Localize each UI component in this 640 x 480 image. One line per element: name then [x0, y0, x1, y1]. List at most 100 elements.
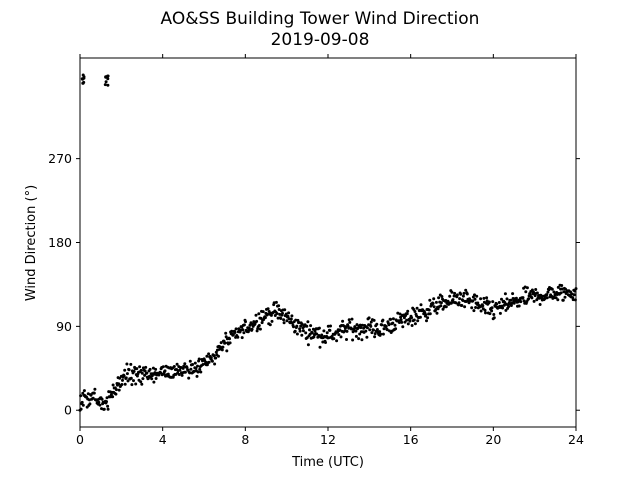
- data-point: [308, 328, 311, 332]
- data-point: [425, 319, 428, 323]
- data-point: [228, 341, 232, 345]
- data-point: [481, 304, 485, 308]
- data-point: [209, 356, 213, 360]
- data-point: [416, 319, 420, 323]
- data-point: [454, 301, 458, 305]
- y-tick-label: 270: [48, 151, 72, 166]
- data-point: [479, 309, 483, 313]
- data-point: [504, 308, 508, 312]
- data-point: [488, 312, 492, 316]
- data-point: [372, 318, 376, 322]
- data-point: [306, 343, 310, 347]
- data-point: [473, 293, 476, 297]
- data-point: [196, 364, 199, 368]
- data-point: [510, 301, 514, 305]
- data-point: [532, 299, 536, 303]
- data-point: [104, 75, 108, 79]
- data-point: [198, 367, 202, 371]
- data-point: [413, 322, 417, 326]
- data-point: [93, 387, 97, 391]
- data-point: [527, 297, 531, 301]
- data-point: [187, 376, 191, 380]
- data-point: [497, 301, 501, 304]
- x-tick-label: 8: [241, 432, 249, 447]
- data-point: [550, 287, 554, 291]
- y-tick-label: 180: [48, 235, 72, 250]
- data-point: [102, 407, 106, 411]
- data-point: [431, 302, 435, 305]
- data-point: [132, 379, 135, 383]
- data-point: [559, 291, 563, 295]
- data-point: [300, 333, 304, 337]
- data-point: [419, 303, 423, 307]
- data-point: [365, 326, 369, 330]
- data-point: [106, 407, 110, 411]
- data-point: [103, 83, 107, 87]
- data-point: [476, 301, 480, 305]
- data-point: [462, 291, 466, 295]
- data-point: [428, 312, 432, 316]
- data-point: [326, 324, 330, 328]
- data-point: [188, 359, 192, 363]
- data-point: [125, 372, 129, 376]
- data-point: [88, 402, 92, 406]
- data-point: [505, 297, 509, 301]
- data-point: [80, 77, 84, 81]
- data-point: [273, 314, 277, 317]
- data-point: [82, 389, 86, 393]
- data-point: [448, 294, 452, 298]
- data-point: [183, 370, 187, 374]
- data-point: [196, 370, 200, 374]
- data-point: [290, 314, 294, 318]
- data-point: [495, 302, 499, 306]
- data-point: [437, 296, 441, 300]
- data-point: [410, 316, 414, 320]
- data-point: [104, 80, 108, 84]
- data-point: [394, 327, 398, 331]
- data-point: [274, 300, 278, 304]
- data-point: [561, 298, 565, 302]
- data-point: [401, 325, 405, 329]
- data-point: [470, 306, 474, 310]
- data-point: [111, 395, 115, 399]
- data-point: [338, 328, 342, 332]
- data-point: [379, 332, 383, 336]
- y-tick-label: 0: [64, 403, 72, 418]
- data-point: [257, 312, 261, 316]
- data-point: [228, 337, 231, 341]
- data-point: [118, 376, 122, 380]
- data-point: [224, 331, 228, 335]
- data-point: [172, 365, 176, 368]
- data-point: [129, 362, 133, 366]
- data-point: [197, 357, 201, 361]
- data-point: [125, 362, 129, 366]
- data-point: [140, 382, 144, 386]
- data-point: [455, 293, 459, 297]
- data-point: [525, 286, 529, 290]
- data-point: [126, 379, 130, 383]
- x-axis-label: Time (UTC): [291, 455, 364, 470]
- data-point: [341, 319, 345, 323]
- data-point: [324, 341, 327, 344]
- data-point: [114, 392, 118, 396]
- data-point: [317, 326, 321, 330]
- data-point: [507, 305, 511, 308]
- data-point: [154, 367, 158, 371]
- data-point: [473, 297, 477, 301]
- data-point: [514, 296, 518, 300]
- data-point: [106, 83, 110, 87]
- data-point: [354, 329, 358, 333]
- data-point: [345, 329, 349, 333]
- data-point: [204, 360, 208, 364]
- data-point: [547, 288, 551, 292]
- data-point: [572, 293, 576, 297]
- data-point: [135, 367, 139, 371]
- data-point: [389, 317, 393, 321]
- data-point: [427, 308, 431, 312]
- data-point: [535, 291, 539, 295]
- data-point: [475, 294, 479, 298]
- data-point: [337, 333, 341, 337]
- data-point: [105, 400, 108, 404]
- data-point: [360, 338, 364, 342]
- data-point: [276, 316, 280, 320]
